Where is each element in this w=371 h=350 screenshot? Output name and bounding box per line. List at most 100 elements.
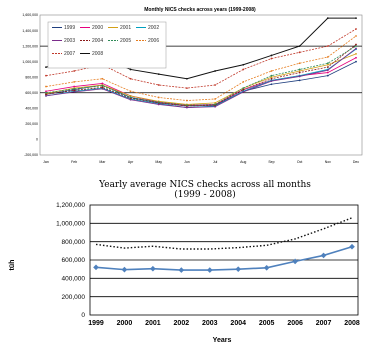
monthly-series-point <box>355 45 357 48</box>
yearly-ytick-label: 1,000,000 <box>56 221 85 228</box>
monthly-legend-label: 2004 <box>92 38 103 44</box>
monthly-ytick-label: 200,000 <box>25 122 38 126</box>
monthly-series-point <box>355 17 357 20</box>
yearly-average-point <box>206 267 213 273</box>
monthly-series-point <box>355 56 357 59</box>
monthly-series-point <box>45 94 47 97</box>
monthly-chart-frame <box>39 14 363 156</box>
monthly-ytick-label: 0 <box>36 138 38 142</box>
monthly-series-point <box>270 54 273 57</box>
yearly-xtick-label: 2005 <box>259 320 275 327</box>
monthly-ytick-label: 1,400,000 <box>22 29 38 33</box>
monthly-series-point <box>214 98 216 100</box>
monthly-series-point <box>157 96 160 99</box>
yearly-chart: Yearly average NICS checks across all mo… <box>9 180 360 344</box>
monthly-ytick-label: 600,000 <box>25 91 38 95</box>
monthly-series-point <box>186 77 188 80</box>
monthly-series-point <box>242 63 245 66</box>
monthly-series-line <box>45 45 357 106</box>
yearly-average-point <box>292 258 298 265</box>
yearly-ytick-label: 600,000 <box>62 257 86 264</box>
yearly-xtick-label: 1999 <box>88 320 104 327</box>
monthly-series-point <box>214 84 216 86</box>
yearly-ytick-label: 0 <box>81 312 85 319</box>
monthly-series-point <box>45 91 47 94</box>
monthly-series-point <box>326 63 329 66</box>
monthly-xtick-label: Oct <box>297 160 302 164</box>
monthly-series-point <box>73 85 76 88</box>
yearly-xtick-label: 2000 <box>117 320 133 327</box>
monthly-series-point <box>186 104 188 107</box>
monthly-series-point <box>214 103 216 106</box>
yearly-average-line <box>95 245 353 271</box>
monthly-series-point <box>326 66 329 69</box>
monthly-series-point <box>270 74 273 77</box>
monthly-series-point <box>355 35 357 37</box>
monthly-series-point <box>270 80 273 83</box>
yearly-average-point <box>320 252 327 259</box>
yearly-chart-subtitle: (1999 - 2008) <box>174 189 236 200</box>
monthly-series-line <box>45 35 357 101</box>
monthly-series-point <box>129 98 132 101</box>
monthly-series-point <box>242 87 245 90</box>
yearly-xtick-label: 2008 <box>344 320 360 327</box>
monthly-legend-label: 2005 <box>120 38 131 44</box>
monthly-series-point <box>101 87 104 90</box>
yearly-ytick-label: 200,000 <box>62 294 86 301</box>
monthly-series-point <box>129 68 132 71</box>
yearly-trend-line <box>95 217 353 250</box>
monthly-series-line <box>45 53 357 105</box>
monthly-series-point <box>186 87 188 90</box>
yearly-average-point <box>93 264 99 271</box>
yearly-xtick-label: 2006 <box>287 320 303 327</box>
monthly-series-point <box>129 96 132 99</box>
monthly-series-point <box>45 85 47 88</box>
monthly-series-point <box>326 71 329 74</box>
monthly-series-point <box>242 91 245 93</box>
monthly-xtick-label: Jul <box>213 160 218 164</box>
monthly-series-point <box>326 62 329 65</box>
monthly-ytick-label: 400,000 <box>25 107 38 111</box>
yearly-xtick-label: 2001 <box>145 320 161 327</box>
monthly-series-point <box>73 80 76 83</box>
monthly-series-point <box>298 79 301 82</box>
monthly-xtick-label: Sep <box>268 160 274 164</box>
yearly-average-point <box>235 266 242 272</box>
monthly-series-point <box>101 82 104 85</box>
yearly-ytick-label: 400,000 <box>62 276 86 283</box>
monthly-ytick-label: -200,000 <box>24 153 38 157</box>
monthly-series-point <box>355 28 357 30</box>
monthly-series-point <box>270 76 273 79</box>
monthly-legend-label: 2008 <box>92 51 103 57</box>
monthly-chart-title: Monthly NICS checks across years (1999-2… <box>144 7 256 13</box>
monthly-series-point <box>45 93 47 96</box>
monthly-series-point <box>270 83 273 86</box>
monthly-xtick-label: Jun <box>184 160 190 164</box>
monthly-series-point <box>101 84 104 87</box>
monthly-chart: Monthly NICS checks across years (1999-2… <box>22 7 363 164</box>
monthly-series-point <box>298 71 301 74</box>
monthly-series-point <box>73 89 76 92</box>
monthly-series-point <box>242 88 245 91</box>
monthly-series-point <box>129 90 132 93</box>
monthly-legend-label: 2001 <box>120 25 131 31</box>
yearly-xtick-label: 2007 <box>316 320 332 327</box>
monthly-xtick-label: May <box>155 160 162 164</box>
monthly-series-point <box>298 62 301 65</box>
yearly-xtick-label: 2002 <box>174 320 190 327</box>
yearly-chart-ylabel: tüh <box>9 260 16 271</box>
yearly-chart-title: Yearly average NICS checks across all mo… <box>98 180 311 190</box>
monthly-series-point <box>45 66 47 69</box>
yearly-ytick-label: 800,000 <box>62 239 86 246</box>
monthly-series-point <box>242 80 245 83</box>
monthly-series-point <box>355 60 357 63</box>
monthly-series-point <box>157 103 160 106</box>
monthly-legend-label: 2007 <box>64 51 75 57</box>
yearly-average-point <box>178 267 185 273</box>
monthly-series-point <box>73 70 76 72</box>
monthly-xtick-label: Feb <box>71 160 77 164</box>
monthly-series-point <box>214 105 216 108</box>
monthly-series-point <box>355 47 357 50</box>
monthly-legend-label: 2003 <box>64 38 75 44</box>
monthly-chart-panel: Monthly NICS checks across years (1999-2… <box>0 0 371 170</box>
